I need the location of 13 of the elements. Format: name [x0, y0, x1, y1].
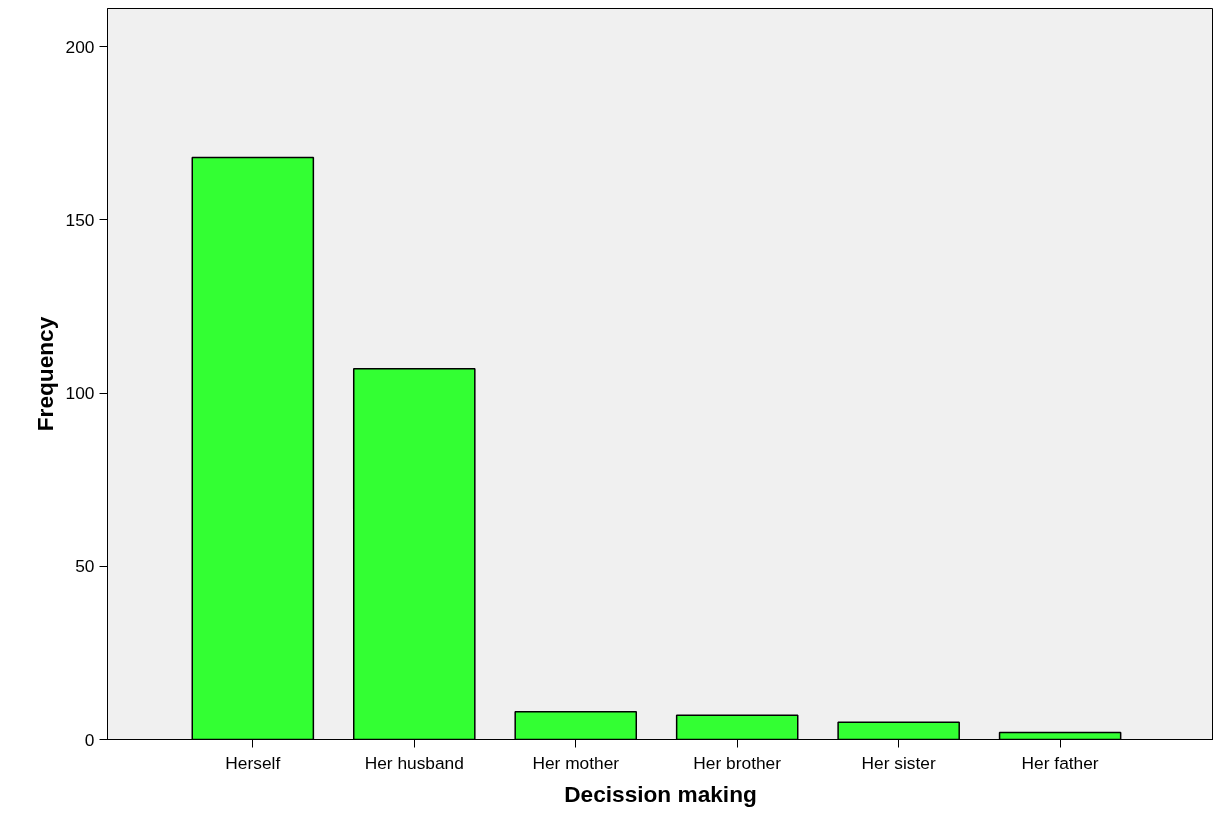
- y-tick-label: 200: [65, 36, 95, 57]
- x-tick-label: Her husband: [364, 752, 464, 773]
- x-tick-label: Her brother: [693, 752, 782, 773]
- y-tick-label: 50: [75, 556, 95, 577]
- y-tick-label: 0: [84, 729, 95, 750]
- x-tick-label: Her mother: [532, 752, 620, 773]
- x-tick-label: Herself: [225, 752, 281, 773]
- y-tick-label: 150: [65, 209, 95, 230]
- x-tick-label: Her father: [1021, 752, 1099, 773]
- y-axis-title: Frequency: [31, 316, 58, 432]
- x-tick-label: Her sister: [861, 752, 936, 773]
- y-tick-label: 100: [65, 383, 95, 404]
- x-axis-title: Decission making: [564, 780, 757, 807]
